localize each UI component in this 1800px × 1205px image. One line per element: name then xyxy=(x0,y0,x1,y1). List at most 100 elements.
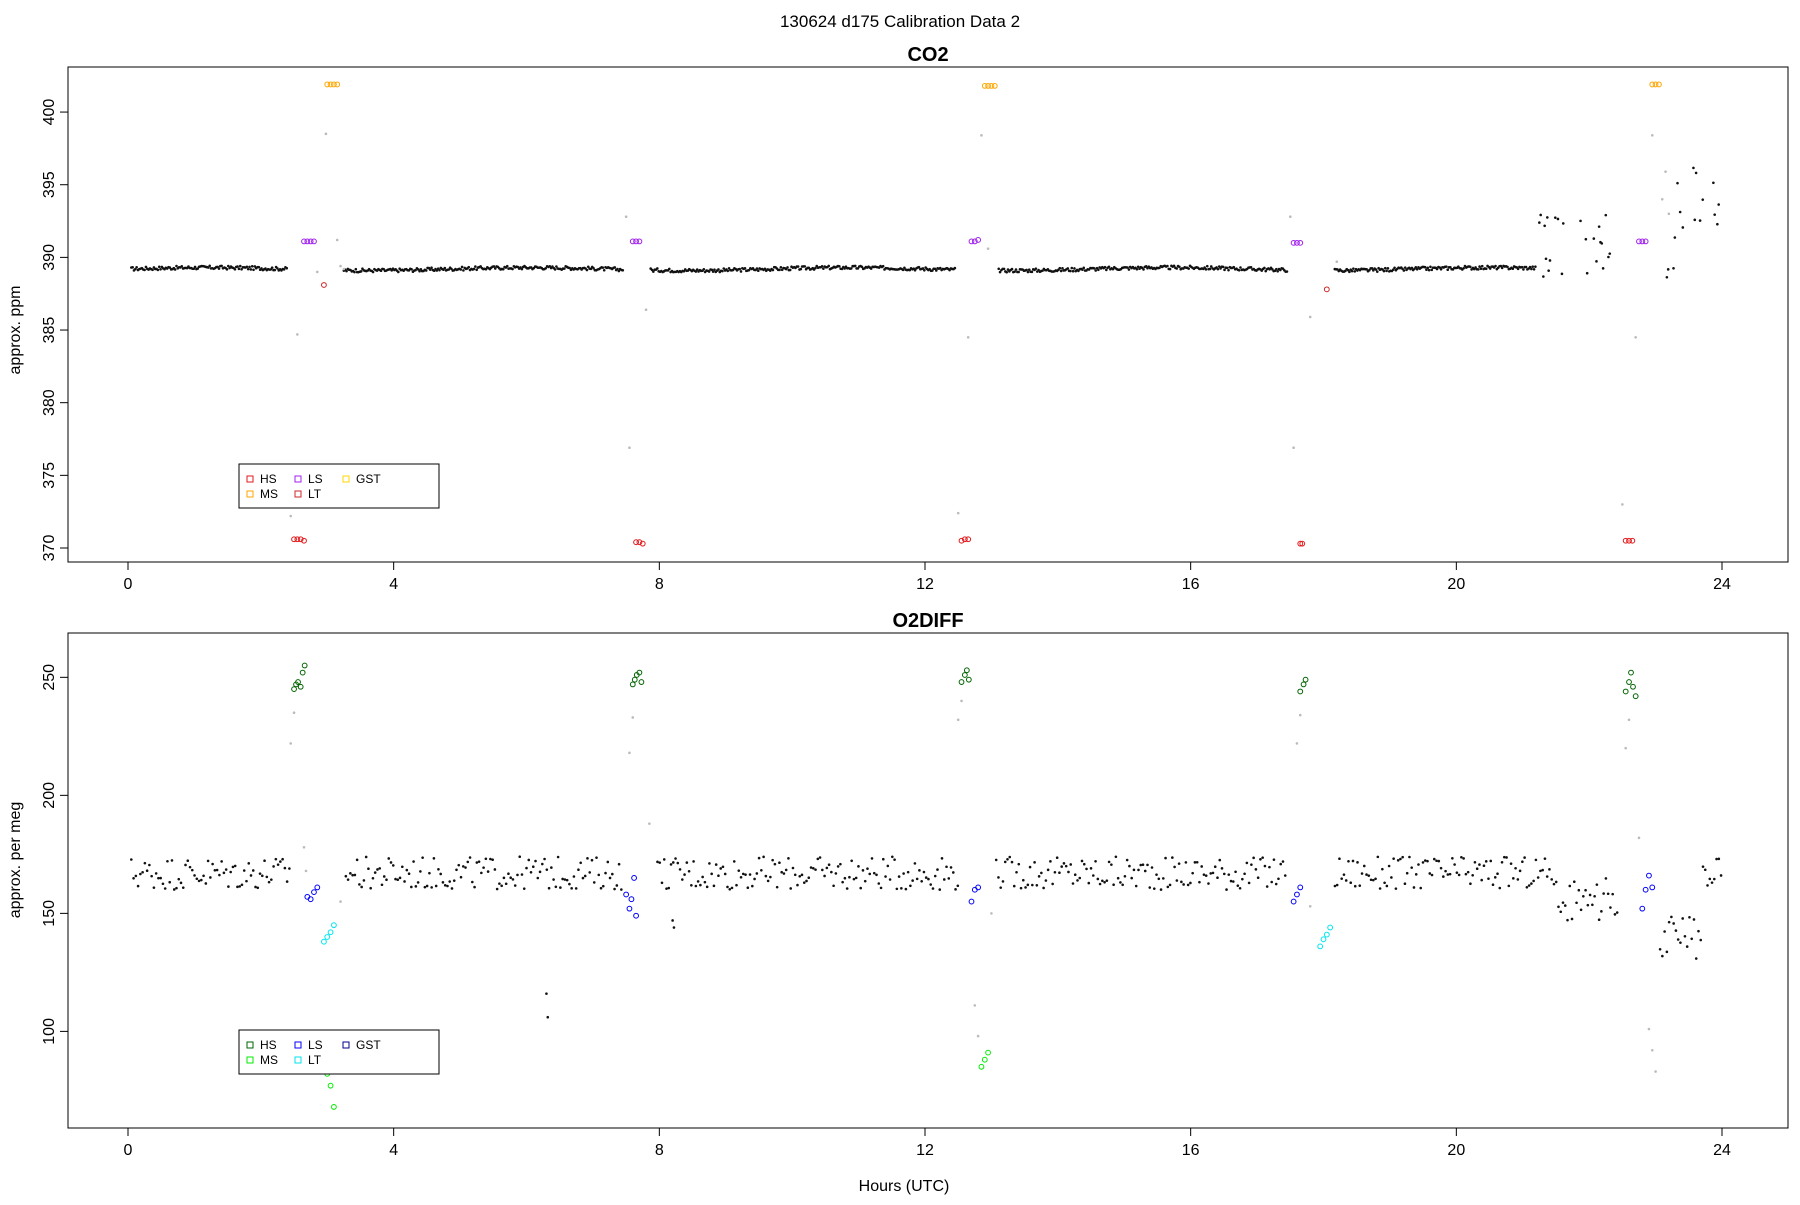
ambient-point xyxy=(1663,930,1666,933)
ambient-point xyxy=(986,247,990,250)
ambient-point xyxy=(1524,265,1528,269)
ambient-point xyxy=(1615,911,1619,914)
o2diff-hs-point xyxy=(636,669,643,676)
ambient-point xyxy=(660,881,664,885)
ambient-point xyxy=(1128,864,1131,868)
ambient-point xyxy=(784,868,788,872)
o2diff-lt-point xyxy=(324,934,331,940)
ambient-point xyxy=(1507,884,1511,888)
ambient-point xyxy=(437,868,440,871)
ambient-point xyxy=(1716,222,1719,226)
ambient-point xyxy=(1386,267,1390,270)
ambient-point xyxy=(1462,857,1465,860)
o2diff-ls-point xyxy=(1639,905,1646,912)
ambient-point xyxy=(358,883,361,886)
o2diff-y-tick-label: 250 xyxy=(41,664,58,691)
ambient-point xyxy=(430,886,433,889)
ambient-point xyxy=(869,267,873,270)
ambient-point xyxy=(1536,876,1540,879)
ambient-point xyxy=(534,859,537,863)
ambient-point xyxy=(173,268,177,271)
ambient-point xyxy=(152,886,156,889)
ambient-point xyxy=(1028,865,1032,869)
ambient-point xyxy=(143,861,147,865)
ambient-point xyxy=(504,882,508,886)
ambient-point xyxy=(1232,265,1236,269)
ambient-point xyxy=(238,264,242,268)
ambient-point xyxy=(915,877,919,881)
ambient-point xyxy=(518,855,522,859)
ambient-point xyxy=(240,883,244,887)
ambient-point xyxy=(346,878,350,881)
ambient-point xyxy=(475,268,478,272)
ambient-point xyxy=(1146,863,1149,867)
ambient-point xyxy=(1582,895,1585,898)
ambient-point xyxy=(980,134,983,137)
ambient-point xyxy=(592,881,596,884)
co2-plot-frame xyxy=(67,66,1789,563)
ambient-point xyxy=(760,868,763,872)
ambient-point xyxy=(1103,881,1106,884)
ambient-point xyxy=(477,860,481,863)
ambient-point xyxy=(1556,217,1560,221)
ambient-point xyxy=(159,876,162,880)
ambient-point xyxy=(791,866,795,870)
ambient-point xyxy=(1607,255,1610,259)
ambient-point xyxy=(1094,859,1097,863)
ambient-point xyxy=(585,268,589,272)
ambient-point xyxy=(249,268,253,271)
ambient-point xyxy=(1593,894,1596,898)
ambient-point xyxy=(1352,267,1355,270)
ambient-point xyxy=(482,866,485,869)
ambient-point xyxy=(1408,855,1411,859)
ambient-point xyxy=(1005,270,1008,274)
legend-swatch-lt xyxy=(294,490,302,498)
o2diff-ms-point xyxy=(985,1049,991,1056)
ambient-point xyxy=(1532,267,1536,271)
ambient-point xyxy=(1091,874,1095,877)
ambient-point xyxy=(1351,859,1355,863)
ambient-point xyxy=(455,868,458,872)
ambient-point xyxy=(175,264,178,268)
ambient-point xyxy=(351,873,354,877)
ambient-point xyxy=(1060,865,1063,868)
ambient-point xyxy=(924,876,928,879)
ambient-point xyxy=(247,862,251,865)
ambient-point xyxy=(1010,267,1014,271)
ambient-point xyxy=(1243,872,1246,876)
ambient-point xyxy=(1500,860,1504,864)
ambient-point xyxy=(443,883,447,887)
ambient-point xyxy=(144,265,148,269)
ambient-point xyxy=(1534,265,1537,268)
ambient-point xyxy=(1227,873,1231,876)
ambient-point xyxy=(568,266,571,270)
ambient-point xyxy=(834,872,838,875)
ambient-point xyxy=(163,887,167,890)
co2-y-tick-label: 390 xyxy=(41,244,58,271)
ambient-point xyxy=(1699,938,1703,942)
ambient-point xyxy=(956,884,960,888)
ambient-point xyxy=(956,718,960,722)
ambient-point xyxy=(166,859,169,863)
ambient-point xyxy=(839,862,842,866)
ambient-point xyxy=(256,886,260,890)
ambient-point xyxy=(990,912,993,915)
o2diff-y-tick-label: 200 xyxy=(41,782,58,809)
ambient-point xyxy=(236,885,239,889)
ambient-point xyxy=(1238,886,1242,890)
ambient-point xyxy=(850,859,853,863)
legend-box xyxy=(238,463,440,509)
legend-swatch-ms xyxy=(246,1056,254,1064)
co2-y-tick-label: 400 xyxy=(41,99,58,126)
ambient-point xyxy=(721,865,725,869)
ambient-point xyxy=(814,266,817,270)
ambient-point xyxy=(1270,880,1273,884)
ambient-point xyxy=(424,269,428,272)
ambient-point xyxy=(1520,265,1524,269)
ambient-point xyxy=(452,879,456,882)
o2diff-lt-point xyxy=(321,938,327,945)
ambient-point xyxy=(1552,882,1556,886)
ambient-point xyxy=(480,871,483,875)
ambient-point xyxy=(1442,875,1445,878)
ambient-point xyxy=(1606,892,1610,896)
